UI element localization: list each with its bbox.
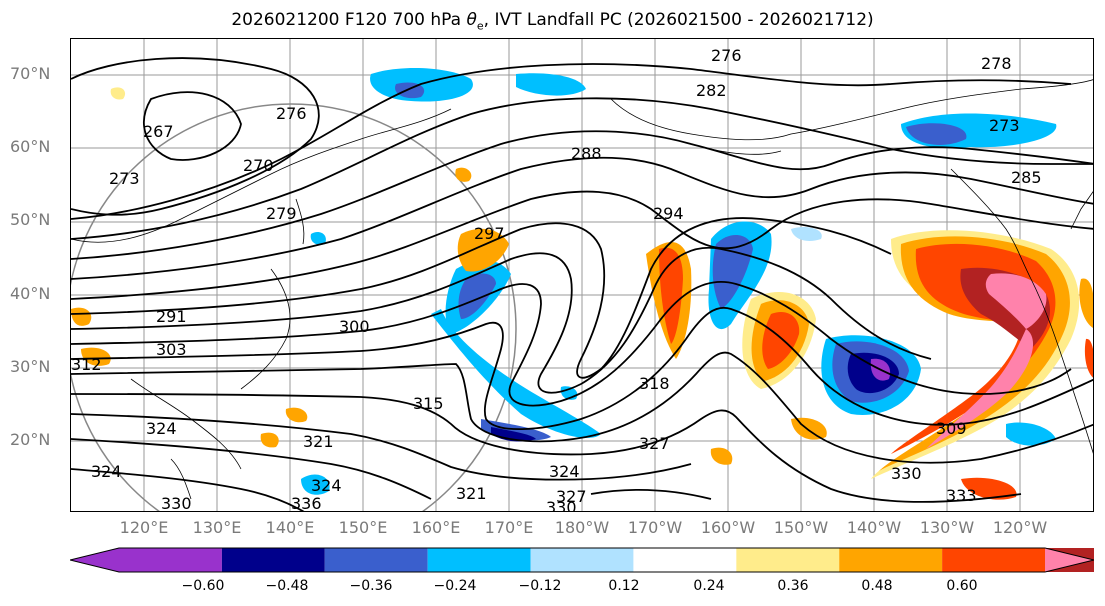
colorbar-segment bbox=[839, 548, 943, 572]
contour-label: 267 bbox=[143, 122, 174, 141]
colorbar-tick: −0.48 bbox=[265, 578, 309, 594]
contour-label: 327 bbox=[556, 487, 587, 506]
colorbar-segments bbox=[70, 548, 1094, 572]
region-circle bbox=[71, 103, 517, 511]
theta-subscript: e bbox=[476, 19, 484, 33]
contour-label: 276 bbox=[711, 46, 742, 65]
contour-label: 273 bbox=[989, 116, 1020, 135]
contour-label: 333 bbox=[946, 486, 977, 505]
contour-label: 324 bbox=[146, 419, 177, 438]
colorbar-tick: 0.36 bbox=[777, 578, 809, 594]
contour-label: 285 bbox=[1011, 168, 1042, 187]
contour-label: 276 bbox=[276, 104, 307, 123]
coastlines bbox=[71, 79, 1093, 500]
lon-label-140e: 140°E bbox=[265, 518, 315, 537]
contour-label: 278 bbox=[981, 54, 1012, 73]
colorbar-tick: 0.60 bbox=[946, 578, 978, 594]
colorbar-segment bbox=[942, 548, 1045, 572]
lon-label-170w: 170°W bbox=[627, 518, 683, 537]
lon-label-130e: 130°E bbox=[192, 518, 242, 537]
lon-label-180w: 180°W bbox=[554, 518, 610, 537]
colorbar-tick: 0.12 bbox=[608, 578, 640, 594]
lat-label-50n: 50°N bbox=[10, 210, 51, 229]
lat-label-40n: 40°N bbox=[10, 284, 51, 303]
colorbar-segment bbox=[70, 548, 222, 572]
colorbar-segment bbox=[221, 548, 325, 572]
colorbar-segment bbox=[427, 548, 531, 572]
contour-label: 336 bbox=[291, 494, 322, 512]
contour-labels: 276 282 278 273 285 267 270 273 279 276 … bbox=[71, 46, 1042, 512]
contour-label: 324 bbox=[549, 462, 580, 481]
lon-label-150w: 150°W bbox=[773, 518, 829, 537]
contour-label: 330 bbox=[891, 464, 922, 483]
contour-label: 294 bbox=[653, 204, 684, 223]
contour-label: 318 bbox=[639, 374, 670, 393]
map-title: 2026021200 F120 700 hPa θe, IVT Landfall… bbox=[231, 10, 874, 33]
lon-label-160w: 160°W bbox=[700, 518, 756, 537]
lon-label-160e: 160°E bbox=[411, 518, 461, 537]
contour-label: 270 bbox=[243, 156, 274, 175]
colorbar-tick: −0.60 bbox=[181, 578, 225, 594]
contour-label: 330 bbox=[161, 494, 192, 512]
colorbar-tick: −0.24 bbox=[433, 578, 477, 594]
colorbar bbox=[70, 547, 1094, 573]
lon-label-170e: 170°E bbox=[484, 518, 534, 537]
contour-label: 303 bbox=[156, 340, 187, 359]
lon-label-140w: 140°W bbox=[846, 518, 902, 537]
map-panel: 276 282 278 273 285 267 270 273 279 276 … bbox=[70, 38, 1094, 512]
contour-label: 300 bbox=[339, 317, 370, 336]
lon-label-130w: 130°W bbox=[919, 518, 975, 537]
colorbar-outline bbox=[70, 547, 1094, 573]
positive-shading bbox=[71, 87, 1093, 500]
contour-label: 312 bbox=[71, 355, 102, 374]
colorbar-tick: 0.24 bbox=[693, 578, 725, 594]
contour-label: 297 bbox=[474, 224, 505, 243]
colorbar-tick: −0.36 bbox=[349, 578, 393, 594]
lat-label-60n: 60°N bbox=[10, 137, 51, 156]
colorbar-segment bbox=[324, 548, 428, 572]
lon-label-120e: 120°E bbox=[119, 518, 169, 537]
contour-label: 321 bbox=[456, 484, 487, 503]
contour-label: 327 bbox=[639, 434, 670, 453]
contour-label: 315 bbox=[413, 394, 444, 413]
theta-e-contours bbox=[71, 57, 1093, 511]
contour-label: 330 bbox=[546, 498, 577, 512]
colorbar-tick: −0.12 bbox=[518, 578, 562, 594]
contour-label: 291 bbox=[156, 307, 187, 326]
contour-label: 282 bbox=[696, 81, 727, 100]
contour-label: 288 bbox=[571, 144, 602, 163]
lat-label-70n: 70°N bbox=[10, 64, 51, 83]
contour-label: 309 bbox=[936, 419, 967, 438]
colorbar-tick: 0.48 bbox=[861, 578, 893, 594]
lon-label-150e: 150°E bbox=[338, 518, 388, 537]
colorbar-segment bbox=[1045, 548, 1094, 572]
lat-label-20n: 20°N bbox=[10, 430, 51, 449]
contour-label: 324 bbox=[91, 462, 122, 481]
colorbar-segment bbox=[736, 548, 840, 572]
contour-label: 321 bbox=[303, 432, 334, 451]
map-canvas: 276 282 278 273 285 267 270 273 279 276 … bbox=[71, 39, 1093, 512]
lon-label-120w: 120°W bbox=[992, 518, 1048, 537]
theta-symbol: θ bbox=[466, 10, 477, 30]
contour-label: 279 bbox=[266, 204, 297, 223]
colorbar-segment bbox=[633, 548, 737, 572]
contour-label: 273 bbox=[109, 169, 140, 188]
colorbar-segment bbox=[530, 548, 634, 572]
lat-label-30n: 30°N bbox=[10, 357, 51, 376]
contour-label: 324 bbox=[311, 476, 342, 495]
